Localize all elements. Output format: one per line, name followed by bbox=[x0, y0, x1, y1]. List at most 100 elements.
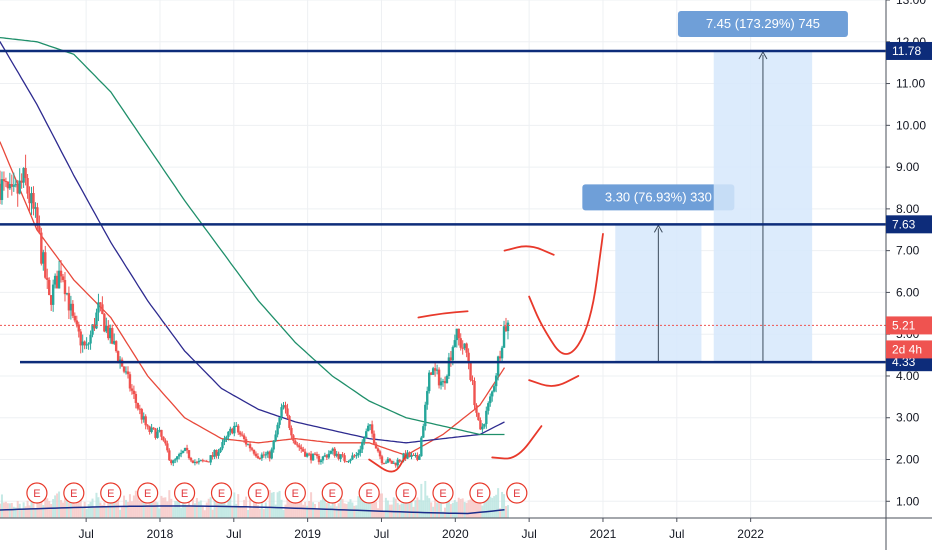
volume-bar bbox=[22, 502, 25, 518]
volume-bar bbox=[213, 496, 216, 518]
volume-bar bbox=[323, 497, 326, 518]
candle-body bbox=[140, 409, 143, 420]
candle-body bbox=[97, 302, 100, 313]
volume-bar bbox=[0, 503, 1, 518]
candle-body bbox=[469, 363, 472, 380]
candle-body bbox=[422, 426, 425, 438]
candle-body bbox=[420, 437, 423, 457]
candle-body bbox=[49, 295, 53, 305]
annotations[interactable] bbox=[368, 233, 604, 473]
y-tick-label: 2.00 bbox=[896, 453, 920, 467]
candle-body bbox=[26, 177, 29, 194]
candle-body bbox=[378, 451, 382, 457]
price-axis-panel bbox=[886, 0, 932, 550]
candle-body bbox=[467, 352, 470, 364]
candle-body bbox=[439, 381, 443, 386]
candle-body bbox=[394, 462, 397, 466]
candle-body bbox=[384, 462, 388, 464]
candle-body bbox=[240, 434, 244, 436]
volume-bar bbox=[130, 501, 133, 518]
candle-body bbox=[390, 460, 394, 464]
candle-body bbox=[262, 454, 266, 456]
candle-body bbox=[75, 320, 78, 325]
candle-body bbox=[437, 369, 441, 386]
volume-bar bbox=[479, 494, 482, 518]
volume-bar bbox=[140, 500, 143, 518]
volume-bar bbox=[154, 501, 157, 518]
volume-bar bbox=[249, 497, 252, 518]
volume-bar bbox=[95, 492, 98, 518]
earnings-marker bbox=[100, 482, 122, 504]
volume-bar bbox=[420, 483, 423, 518]
candle-body bbox=[30, 193, 33, 204]
candle-body bbox=[361, 441, 364, 450]
candle-body bbox=[341, 454, 344, 456]
candle-body bbox=[193, 461, 197, 464]
volume-bar bbox=[227, 497, 230, 518]
volume-bar bbox=[91, 498, 94, 518]
volume-bar bbox=[335, 506, 338, 518]
volume-bar bbox=[483, 496, 486, 518]
candle-body bbox=[412, 454, 415, 456]
measurement-tools[interactable]: 3.30 (76.93%) 330 7.45 (173.29%) 745 bbox=[582, 10, 848, 363]
volume-bar bbox=[304, 501, 307, 518]
candle-body bbox=[335, 453, 338, 456]
candle-body bbox=[250, 448, 254, 450]
volume-bar bbox=[428, 498, 431, 518]
volume-bar bbox=[62, 502, 65, 518]
candle-body bbox=[424, 404, 427, 427]
volume-bar bbox=[6, 503, 9, 518]
volume-bar bbox=[365, 500, 368, 518]
candle-body bbox=[266, 451, 269, 455]
candle-body bbox=[158, 429, 161, 432]
candle-body bbox=[187, 450, 191, 459]
candle-body bbox=[349, 459, 352, 462]
y-tick-label: 9.00 bbox=[896, 160, 920, 174]
volume-bar bbox=[506, 505, 509, 518]
volume-bar bbox=[125, 499, 128, 518]
countdown-tag-label: 2d 4h bbox=[892, 342, 922, 356]
volume-bar bbox=[355, 505, 358, 518]
candle-body bbox=[0, 183, 2, 200]
candle-body bbox=[18, 180, 21, 194]
candle-body bbox=[211, 455, 214, 457]
volume-bar bbox=[178, 497, 181, 518]
volume-bar bbox=[12, 506, 15, 518]
candle-body bbox=[201, 460, 204, 462]
volume-bar bbox=[20, 508, 23, 518]
candle-body bbox=[124, 371, 128, 373]
candle-body bbox=[331, 448, 334, 451]
volume-bar bbox=[184, 504, 187, 518]
volume-bar bbox=[252, 501, 255, 518]
volume-bar bbox=[394, 498, 397, 518]
x-tick-label: 2019 bbox=[294, 527, 321, 541]
time-axis-panel bbox=[0, 518, 932, 550]
annotation-support-curve bbox=[528, 375, 580, 387]
candle-body bbox=[382, 463, 386, 465]
volume-bar bbox=[207, 498, 210, 518]
candle-body bbox=[272, 440, 275, 450]
candle-body bbox=[87, 343, 90, 345]
candle-body bbox=[126, 371, 130, 375]
volume-bar bbox=[79, 489, 82, 518]
volume-bar bbox=[32, 496, 35, 518]
candle-body bbox=[428, 372, 431, 392]
volume-bar bbox=[337, 503, 340, 518]
horizontal-levels[interactable] bbox=[0, 49, 886, 364]
earnings-marker-label: E bbox=[513, 488, 520, 500]
volume-bar bbox=[361, 500, 364, 518]
candle-body bbox=[2, 179, 6, 182]
volume-bar bbox=[451, 502, 454, 518]
volume-bar bbox=[189, 505, 192, 518]
volume-bar bbox=[256, 505, 259, 518]
volume-bar bbox=[453, 500, 456, 518]
y-tick-label: 11.00 bbox=[896, 77, 925, 91]
volume-bar bbox=[317, 501, 320, 518]
earnings-marker-label: E bbox=[218, 488, 225, 500]
candle-body bbox=[172, 460, 175, 464]
volume-bar bbox=[329, 505, 332, 518]
candle-body bbox=[445, 376, 449, 384]
